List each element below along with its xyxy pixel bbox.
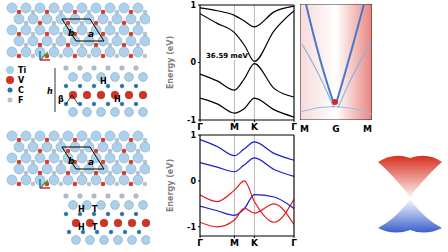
svg-text:H: H	[78, 205, 85, 214]
svg-text:H: H	[78, 223, 85, 232]
svg-text:Γ: Γ	[197, 238, 203, 248]
svg-text:h: h	[47, 87, 53, 96]
svg-text:C: C	[18, 86, 24, 95]
svg-text:1: 1	[190, 1, 196, 10]
svg-text:Energy (eV): Energy (eV)	[166, 159, 175, 212]
svg-text:T: T	[92, 205, 98, 214]
svg-text:H: H	[114, 95, 121, 104]
svg-text:0: 0	[190, 58, 196, 67]
svg-text:-1: -1	[187, 223, 196, 232]
svg-text:K: K	[251, 238, 259, 248]
svg-text:b: b	[68, 28, 75, 38]
svg-text:1: 1	[190, 131, 196, 140]
svg-text:Γ: Γ	[197, 122, 203, 132]
svg-text:Energy (eV): Energy (eV)	[166, 36, 175, 89]
svg-text:-1: -1	[187, 116, 196, 125]
svg-text:H: H	[100, 77, 107, 86]
svg-text:a: a	[88, 29, 94, 39]
svg-text:Ti: Ti	[18, 66, 26, 75]
svg-text:Γ: Γ	[291, 122, 297, 132]
svg-text:a: a	[88, 157, 94, 167]
html-text:36.59 meV: 36.59 meV	[206, 52, 248, 60]
svg-text:0: 0	[190, 177, 196, 186]
html-text:G: G	[332, 124, 340, 134]
svg-text:T: T	[92, 223, 98, 232]
svg-text:K: K	[251, 122, 259, 132]
html-text:M: M	[300, 124, 309, 134]
svg-text:V: V	[18, 76, 25, 85]
svg-text:M: M	[230, 238, 239, 248]
html-text:M: M	[363, 124, 372, 134]
svg-text:M: M	[230, 122, 239, 132]
svg-text:β: β	[58, 95, 64, 104]
svg-text:F: F	[18, 96, 23, 105]
svg-text:Γ: Γ	[291, 238, 297, 248]
svg-text:b: b	[68, 156, 75, 166]
